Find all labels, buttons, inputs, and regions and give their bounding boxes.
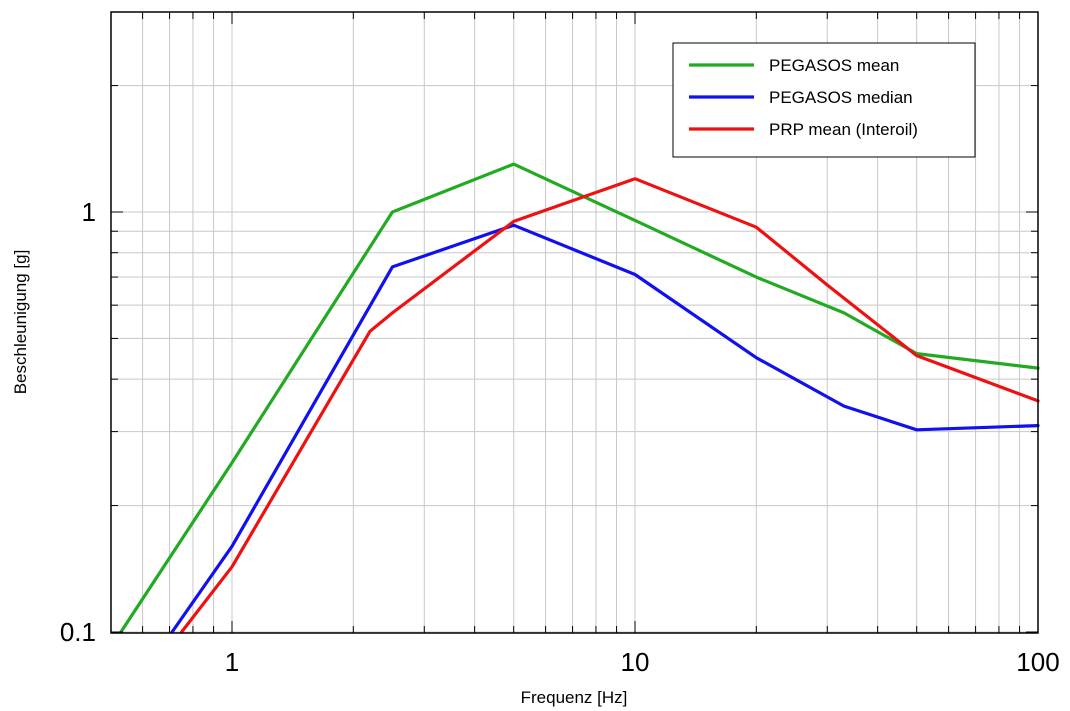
legend-label-3: PRP mean (Interoil)	[769, 120, 918, 139]
y-tick-label: 1	[82, 197, 96, 227]
x-tick-label: 10	[621, 647, 650, 677]
tick-mark-layer	[111, 12, 1039, 633]
x-axis-label: Frequenz [Hz]	[521, 688, 628, 707]
y-tick-label: 0.1	[60, 617, 96, 647]
series-layer	[119, 162, 1040, 634]
series-line-2	[170, 223, 1040, 634]
series-line-3	[180, 177, 1040, 634]
series-line-1	[119, 162, 1040, 634]
tick-label-layer: 1 10 100 0.1 1	[60, 197, 1060, 677]
legend-box	[672, 42, 976, 158]
grid-layer	[111, 12, 1039, 633]
plot-frame	[110, 11, 1039, 634]
x-tick-label: 1	[225, 647, 239, 677]
legend-label-1: PEGASOS mean	[769, 56, 899, 75]
y-axis-label: Beschleunigung [g]	[11, 250, 30, 395]
legend: PEGASOS mean PEGASOS median PRP mean (Inte…	[672, 42, 976, 158]
legend-label-2: PEGASOS median	[769, 88, 913, 107]
legend-entries: PEGASOS mean PEGASOS median PRP mean (Inte…	[689, 56, 918, 139]
x-tick-label: 100	[1016, 647, 1059, 677]
